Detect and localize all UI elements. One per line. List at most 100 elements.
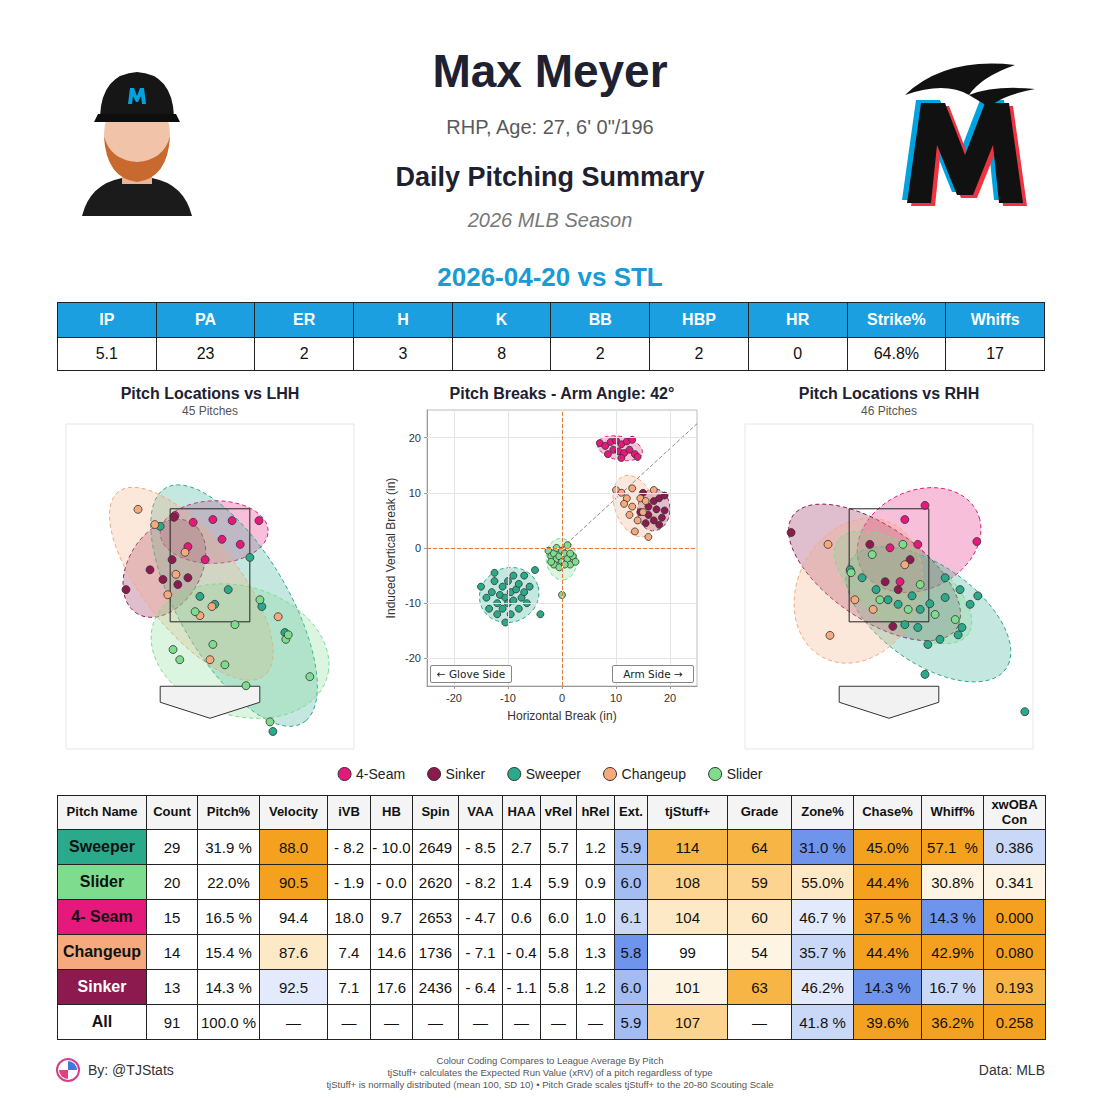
svg-text:0: 0 [415, 542, 421, 554]
html-text:- 8.5: - 8.5 [465, 838, 496, 856]
html-text:1.2: 1.2 [585, 838, 606, 856]
html-text:2436: 2436 [418, 978, 453, 996]
html-text:104: 104 [675, 908, 700, 926]
html-text:57.1 %: 57.1 % [927, 838, 978, 856]
html-text:14.3 %: 14.3 % [205, 978, 252, 996]
html-text:- 1.1: - 1.1 [506, 978, 537, 996]
html-text:6.0: 6.0 [620, 978, 642, 996]
html-text:1.0: 1.0 [585, 908, 606, 926]
html-text:1.4: 1.4 [511, 873, 532, 891]
svg-text:-10: -10 [405, 597, 421, 609]
html-text:44.4%: 44.4% [866, 873, 909, 891]
html-text:0.386: 0.386 [995, 838, 1034, 856]
html-text:5.7: 5.7 [548, 838, 569, 856]
html-text:1.3: 1.3 [585, 943, 606, 961]
html-text:37.5 %: 37.5 % [864, 908, 911, 926]
html-text:2620: 2620 [418, 873, 453, 891]
html-text:- 0.4: - 0.4 [506, 943, 537, 961]
html-text:13: 13 [163, 978, 181, 996]
html-text:5.8: 5.8 [620, 943, 642, 961]
html-text:5.8: 5.8 [548, 943, 569, 961]
html-text:Daily Pitching Summary: Daily Pitching Summary [395, 162, 705, 192]
svg-text:Changeup: Changeup [622, 766, 687, 782]
html-text:22.0%: 22.0% [207, 873, 250, 891]
html-text:55.0%: 55.0% [801, 873, 844, 891]
html-text:2653: 2653 [418, 908, 453, 926]
html-text:- 6.4: - 6.4 [465, 978, 496, 996]
svg-text:-10: -10 [500, 692, 516, 704]
html-text:5.8: 5.8 [548, 978, 569, 996]
html-text:- 1.9: - 1.9 [334, 873, 364, 891]
svg-text:Slider: Slider [727, 766, 763, 782]
html-text:6.0: 6.0 [620, 873, 642, 891]
html-text:7.4: 7.4 [338, 943, 360, 961]
html-text:14: 14 [163, 943, 181, 961]
html-text:0.9: 0.9 [585, 873, 606, 891]
html-text:90.5: 90.5 [278, 873, 309, 891]
svg-text:-20: -20 [405, 652, 421, 664]
html-text:- 10.0: - 10.0 [372, 838, 411, 856]
svg-text:10: 10 [409, 487, 421, 499]
html-text:- 8.2: - 8.2 [334, 838, 364, 856]
html-text:5.9: 5.9 [620, 838, 642, 856]
svg-text:10: 10 [610, 692, 622, 704]
svg-text:0: 0 [559, 692, 565, 704]
html-text:17.6: 17.6 [376, 978, 407, 996]
html-text:46.2%: 46.2% [801, 978, 844, 996]
html-text:114: 114 [675, 838, 700, 856]
html-text:16.5 %: 16.5 % [205, 908, 252, 926]
html-text:44.4%: 44.4% [866, 943, 909, 961]
html-text:15: 15 [163, 908, 181, 926]
html-text:46.7 %: 46.7 % [799, 908, 846, 926]
html-text:87.6: 87.6 [278, 943, 309, 961]
html-text:1.2: 1.2 [585, 978, 606, 996]
html-text:7.1: 7.1 [338, 978, 360, 996]
html-text:0.6: 0.6 [511, 908, 532, 926]
html-text:- 8.2: - 8.2 [465, 873, 496, 891]
html-text:xwOBA Con: xwOBA Con [991, 797, 1038, 827]
html-text:14.3 %: 14.3 % [929, 908, 976, 926]
html-text:14.3 %: 14.3 % [864, 978, 911, 996]
html-text:88.0: 88.0 [278, 838, 309, 856]
html-text:- 4.7: - 4.7 [465, 908, 496, 926]
svg-text:Sweeper: Sweeper [526, 766, 582, 782]
svg-text:Induced Vertical Break (in): Induced Vertical Break (in) [384, 478, 398, 619]
html-text:30.8%: 30.8% [931, 873, 974, 891]
html-text:29: 29 [163, 838, 181, 856]
html-text:31.0 %: 31.0 % [799, 838, 846, 856]
svg-text:Horizontal Break (in): Horizontal Break (in) [507, 709, 616, 723]
html-text:108: 108 [675, 873, 700, 891]
html-text:31.9 %: 31.9 % [205, 838, 252, 856]
html-text:0.080: 0.080 [995, 943, 1034, 961]
html-text:6.0: 6.0 [548, 908, 569, 926]
html-text:35.7 %: 35.7 % [799, 943, 846, 961]
html-text:9.7: 9.7 [381, 908, 402, 926]
svg-text:-20: -20 [446, 692, 462, 704]
html-text:45.0%: 45.0% [866, 838, 909, 856]
html-text:0.000: 0.000 [995, 908, 1034, 926]
svg-text:Sinker: Sinker [446, 766, 486, 782]
html-text:Max Meyer: Max Meyer [432, 45, 668, 97]
html-text:94.4: 94.4 [278, 908, 309, 926]
svg-text:4-Seam: 4-Seam [356, 766, 405, 782]
html-text:92.5: 92.5 [278, 978, 309, 996]
html-text:2649: 2649 [418, 838, 453, 856]
html-text:20: 20 [163, 873, 181, 891]
svg-text:20: 20 [409, 432, 421, 444]
html-text:RHP, Age: 27, 6' 0"/196: RHP, Age: 27, 6' 0"/196 [446, 116, 654, 138]
html-text:14.6: 14.6 [376, 943, 407, 961]
svg-text:20: 20 [664, 692, 676, 704]
html-text:101: 101 [675, 978, 700, 996]
html-text:2026 MLB Season: 2026 MLB Season [467, 209, 633, 231]
html-text:- 0.0: - 0.0 [376, 873, 407, 891]
html-text:- 7.1: - 7.1 [465, 943, 496, 961]
html-text:2026-04-20 vs STL: 2026-04-20 vs STL [437, 262, 663, 292]
html-text:6.1: 6.1 [620, 908, 642, 926]
html-text:1736: 1736 [418, 943, 453, 961]
html-text:15.4 %: 15.4 % [205, 943, 252, 961]
html-text:5.9: 5.9 [548, 873, 569, 891]
html-text:42.9%: 42.9% [931, 943, 974, 961]
html-text:0.341: 0.341 [995, 873, 1034, 891]
html-text:18.0: 18.0 [334, 908, 364, 926]
html-text:2.7: 2.7 [511, 838, 532, 856]
